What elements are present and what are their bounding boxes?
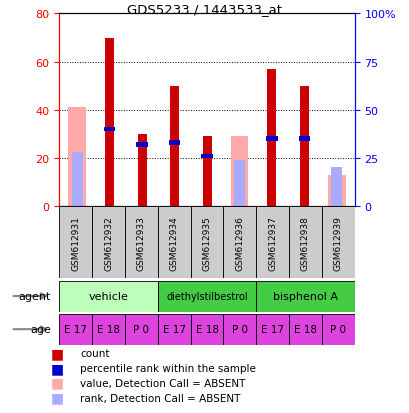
Bar xyxy=(267,70,276,206)
Bar xyxy=(256,281,354,312)
Text: E 17: E 17 xyxy=(162,324,185,335)
Bar xyxy=(137,135,146,206)
Bar xyxy=(330,168,342,206)
Bar xyxy=(201,154,212,159)
Bar xyxy=(125,314,157,345)
Text: GSM612933: GSM612933 xyxy=(137,215,146,270)
Bar xyxy=(230,137,248,206)
Bar xyxy=(327,175,345,206)
Text: E 18: E 18 xyxy=(97,324,120,335)
Bar xyxy=(298,137,309,141)
Text: P 0: P 0 xyxy=(231,324,247,335)
Bar xyxy=(72,153,83,206)
Bar xyxy=(190,314,223,345)
Bar xyxy=(288,314,321,345)
Text: ■: ■ xyxy=(51,361,64,375)
Bar xyxy=(233,160,245,206)
Bar xyxy=(299,86,308,206)
Bar xyxy=(256,314,288,345)
Bar xyxy=(92,314,125,345)
Bar xyxy=(223,314,256,345)
Text: GSM612937: GSM612937 xyxy=(267,215,276,270)
Bar xyxy=(157,314,190,345)
Bar xyxy=(136,143,148,147)
Text: E 17: E 17 xyxy=(64,324,87,335)
Bar xyxy=(104,128,115,132)
Bar xyxy=(68,108,86,206)
Text: rank, Detection Call = ABSENT: rank, Detection Call = ABSENT xyxy=(80,393,240,403)
Text: E 18: E 18 xyxy=(293,324,316,335)
Text: GSM612934: GSM612934 xyxy=(169,215,178,270)
Text: P 0: P 0 xyxy=(329,324,346,335)
Text: ■: ■ xyxy=(51,391,64,405)
Bar xyxy=(59,314,92,345)
Bar xyxy=(125,206,157,279)
Bar xyxy=(265,137,277,141)
Bar xyxy=(321,314,354,345)
Bar xyxy=(105,38,114,206)
Bar xyxy=(92,206,125,279)
Text: GSM612936: GSM612936 xyxy=(235,215,244,270)
Bar xyxy=(321,206,354,279)
Bar xyxy=(157,281,256,312)
Text: GSM612938: GSM612938 xyxy=(300,215,309,270)
Text: ■: ■ xyxy=(51,346,64,360)
Text: age: age xyxy=(30,324,51,335)
Bar xyxy=(288,206,321,279)
Bar xyxy=(202,137,211,206)
Text: agent: agent xyxy=(19,291,51,301)
Text: percentile rank within the sample: percentile rank within the sample xyxy=(80,363,255,373)
Text: GSM612931: GSM612931 xyxy=(71,215,80,270)
Text: diethylstilbestrol: diethylstilbestrol xyxy=(166,291,247,301)
Text: GSM612935: GSM612935 xyxy=(202,215,211,270)
Text: E 18: E 18 xyxy=(195,324,218,335)
Bar xyxy=(157,206,190,279)
Text: E 17: E 17 xyxy=(261,324,283,335)
Text: GSM612939: GSM612939 xyxy=(333,215,342,270)
Text: value, Detection Call = ABSENT: value, Detection Call = ABSENT xyxy=(80,378,245,388)
Bar xyxy=(170,86,179,206)
Bar xyxy=(190,206,223,279)
Text: GDS5233 / 1443533_at: GDS5233 / 1443533_at xyxy=(127,3,282,16)
Bar xyxy=(59,206,92,279)
Text: ■: ■ xyxy=(51,376,64,390)
Text: count: count xyxy=(80,348,109,358)
Text: GSM612932: GSM612932 xyxy=(104,215,113,270)
Text: bisphenol A: bisphenol A xyxy=(272,291,337,301)
Bar xyxy=(169,141,180,145)
Text: P 0: P 0 xyxy=(133,324,149,335)
Bar xyxy=(223,206,256,279)
Bar xyxy=(256,206,288,279)
Text: vehicle: vehicle xyxy=(88,291,128,301)
Bar xyxy=(59,281,157,312)
